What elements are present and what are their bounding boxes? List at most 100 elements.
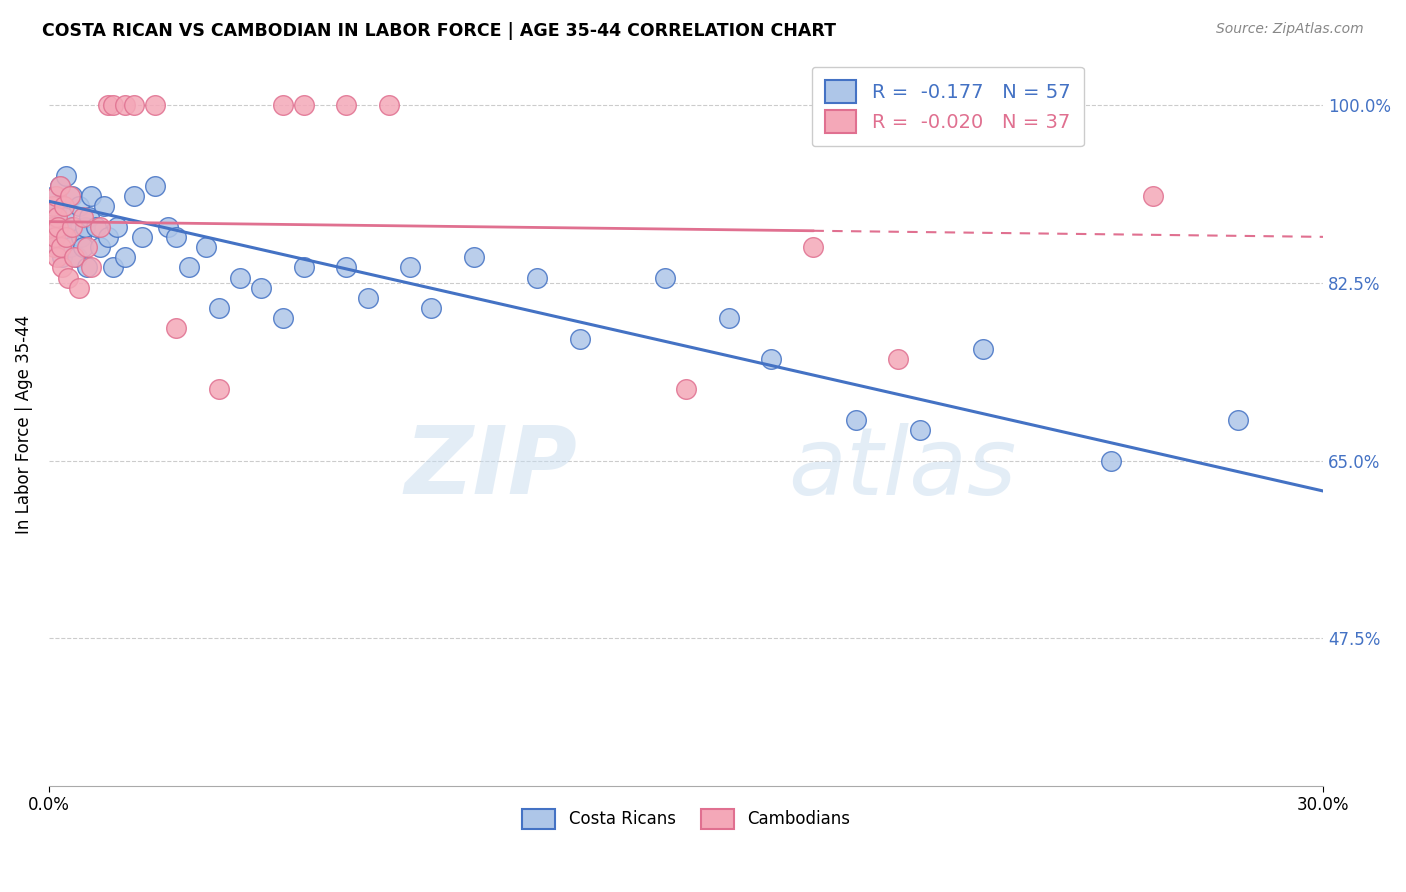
Point <box>101 260 124 275</box>
Point <box>49 240 72 254</box>
Text: COSTA RICAN VS CAMBODIAN IN LABOR FORCE | AGE 35-44 CORRELATION CHART: COSTA RICAN VS CAMBODIAN IN LABOR FORCE … <box>42 22 837 40</box>
Point <box>44 219 66 234</box>
Point <box>335 97 357 112</box>
Point <box>72 240 94 254</box>
Point <box>48 179 70 194</box>
Point <box>84 219 107 234</box>
Point <box>51 260 73 275</box>
Text: Source: ZipAtlas.com: Source: ZipAtlas.com <box>1216 22 1364 37</box>
Point <box>114 97 136 112</box>
Point <box>41 219 63 234</box>
Point <box>45 189 67 203</box>
Point <box>42 240 65 254</box>
Point <box>845 413 868 427</box>
Point <box>42 199 65 213</box>
Point <box>377 97 399 112</box>
Point <box>52 210 75 224</box>
Point <box>1142 189 1164 203</box>
Point <box>887 351 910 366</box>
Point <box>63 250 86 264</box>
Point <box>42 189 65 203</box>
Point <box>69 230 91 244</box>
Point <box>654 270 676 285</box>
Point <box>51 250 73 264</box>
Point <box>568 332 591 346</box>
Point <box>399 260 422 275</box>
Point <box>76 260 98 275</box>
Point <box>75 219 97 234</box>
Point <box>97 230 120 244</box>
Point <box>97 97 120 112</box>
Point <box>56 270 79 285</box>
Point <box>56 230 79 244</box>
Point <box>80 260 103 275</box>
Point <box>60 219 83 234</box>
Y-axis label: In Labor Force | Age 35-44: In Labor Force | Age 35-44 <box>15 316 32 534</box>
Point <box>143 97 166 112</box>
Point <box>52 199 75 213</box>
Point <box>79 210 101 224</box>
Point <box>292 260 315 275</box>
Point <box>59 189 82 203</box>
Point <box>972 342 994 356</box>
Point <box>1227 413 1250 427</box>
Point <box>89 240 111 254</box>
Point <box>48 179 70 194</box>
Point <box>67 199 90 213</box>
Point <box>229 270 252 285</box>
Point <box>55 169 77 183</box>
Point <box>156 219 179 234</box>
Point <box>59 240 82 254</box>
Point <box>63 219 86 234</box>
Point <box>80 189 103 203</box>
Point <box>356 291 378 305</box>
Point <box>114 250 136 264</box>
Point <box>759 351 782 366</box>
Point <box>143 179 166 194</box>
Point <box>45 230 67 244</box>
Point <box>195 240 218 254</box>
Point <box>67 281 90 295</box>
Point <box>675 382 697 396</box>
Point <box>803 240 825 254</box>
Point <box>46 250 69 264</box>
Point <box>208 301 231 315</box>
Point <box>208 382 231 396</box>
Point <box>93 199 115 213</box>
Text: atlas: atlas <box>787 423 1017 514</box>
Point <box>122 189 145 203</box>
Point <box>46 219 69 234</box>
Point <box>165 230 187 244</box>
Point <box>165 321 187 335</box>
Point <box>250 281 273 295</box>
Point <box>1099 453 1122 467</box>
Point <box>271 311 294 326</box>
Text: ZIP: ZIP <box>405 422 578 514</box>
Point <box>717 311 740 326</box>
Point <box>76 240 98 254</box>
Legend: Costa Ricans, Cambodians: Costa Ricans, Cambodians <box>515 803 856 835</box>
Point <box>41 210 63 224</box>
Point <box>908 423 931 437</box>
Point <box>463 250 485 264</box>
Point <box>131 230 153 244</box>
Point <box>55 230 77 244</box>
Point <box>46 240 69 254</box>
Point <box>46 199 69 213</box>
Point <box>292 97 315 112</box>
Point <box>49 219 72 234</box>
Point <box>420 301 443 315</box>
Point <box>179 260 201 275</box>
Point <box>335 260 357 275</box>
Point <box>101 97 124 112</box>
Point <box>271 97 294 112</box>
Point <box>65 250 87 264</box>
Point <box>526 270 548 285</box>
Point <box>45 210 67 224</box>
Point <box>89 219 111 234</box>
Point <box>105 219 128 234</box>
Point <box>60 189 83 203</box>
Point <box>72 210 94 224</box>
Point <box>122 97 145 112</box>
Point <box>44 230 66 244</box>
